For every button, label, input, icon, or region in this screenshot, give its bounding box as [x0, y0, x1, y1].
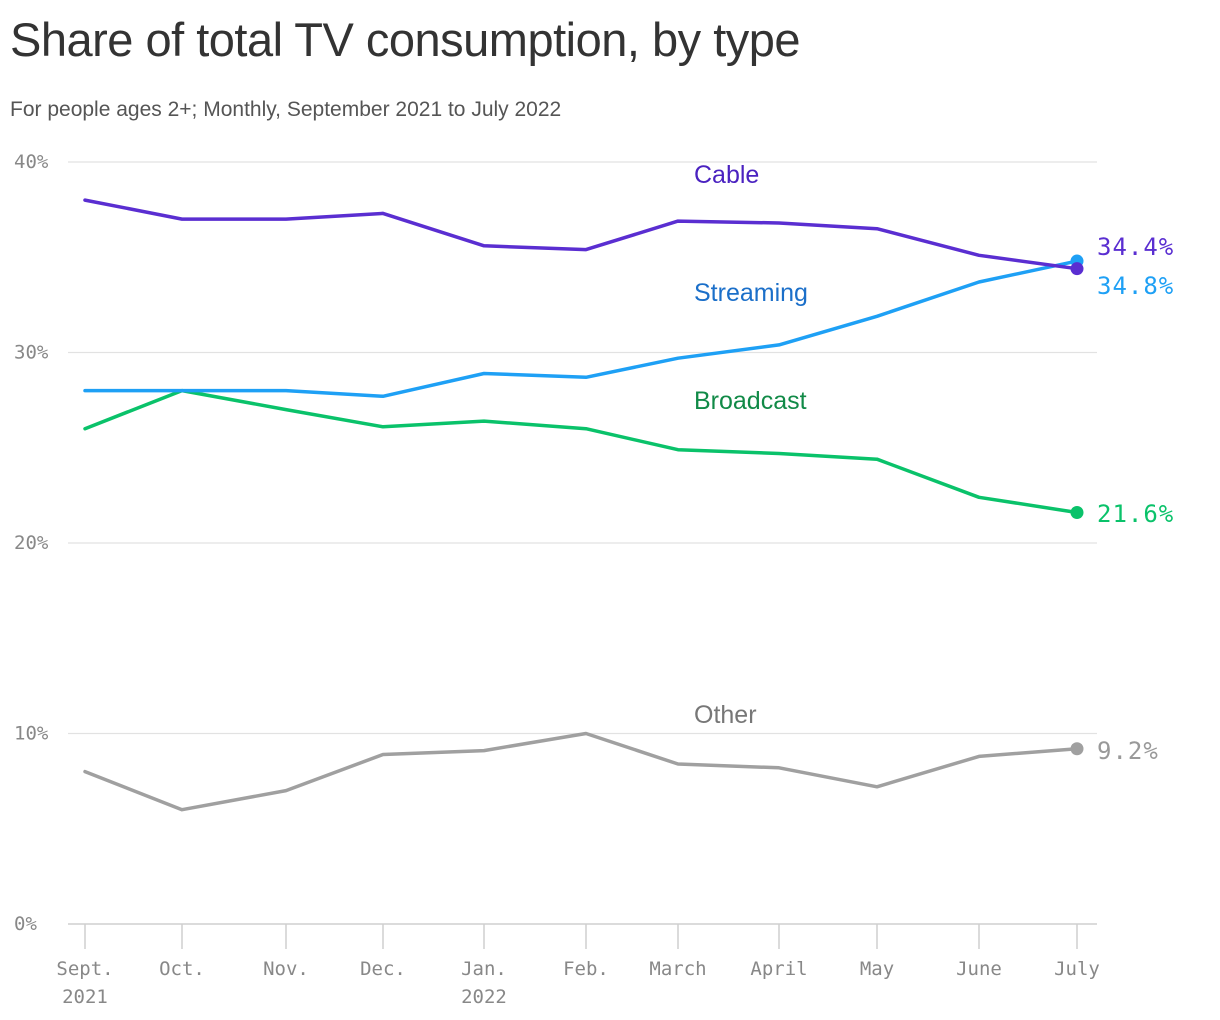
x-tick-label: Feb.	[563, 958, 609, 980]
x-tick-label: March	[649, 958, 706, 980]
broadcast-end-point	[1070, 506, 1084, 520]
series-labels: Cable 34.4% Streaming 34.8% Broadcast 21.6% Ot…	[694, 161, 1174, 765]
x-tick-label: Oct.	[159, 958, 205, 980]
x-tick-label: May	[860, 958, 894, 980]
streaming-series-label: Streaming	[694, 279, 808, 307]
cable-series-label: Cable	[694, 161, 759, 189]
x-tick-label: Jan.	[461, 958, 507, 980]
x-tick-label: Dec.	[360, 958, 406, 980]
other-end-point	[1070, 742, 1084, 756]
x-tick-label: July	[1054, 958, 1100, 980]
streaming-end-label: 34.8%	[1097, 272, 1174, 300]
y-tick-label: 0%	[14, 913, 37, 935]
x-tick-label: April	[750, 958, 807, 980]
broadcast-series-line	[83, 388, 1079, 515]
broadcast-end-label: 21.6%	[1097, 500, 1174, 528]
x-tick-label: June	[956, 958, 1002, 980]
x-tick-sublabel: 2022	[461, 986, 507, 1008]
broadcast-series-label: Broadcast	[694, 387, 807, 415]
other-series-label: Other	[694, 701, 757, 729]
cable-series-line	[83, 198, 1079, 271]
x-tick-sublabel: 2021	[62, 986, 108, 1008]
chart-title: Share of total TV consumption, by type	[10, 13, 801, 66]
cable-end-label: 34.4%	[1097, 233, 1174, 261]
y-tick-label: 40%	[14, 151, 49, 173]
gridlines	[68, 161, 1097, 925]
x-tick-label: Nov.	[263, 958, 309, 980]
y-tick-label: 10%	[14, 723, 49, 745]
chart-subtitle: For people ages 2+; Monthly, September 2…	[10, 98, 562, 121]
series-lines	[83, 198, 1084, 812]
y-tick-label: 20%	[14, 532, 49, 554]
y-tick-label: 30%	[14, 342, 49, 364]
other-end-label: 9.2%	[1097, 737, 1159, 765]
other-series-line	[83, 731, 1079, 812]
axis: 0% 10% 20% 30% 40% Sept. 2021 Oct. Nov. Dec. Jan. 2…	[14, 151, 1100, 1008]
x-tick-label: Sept.	[56, 958, 113, 980]
streaming-series-line	[83, 259, 1079, 399]
cable-end-point	[1070, 262, 1084, 276]
